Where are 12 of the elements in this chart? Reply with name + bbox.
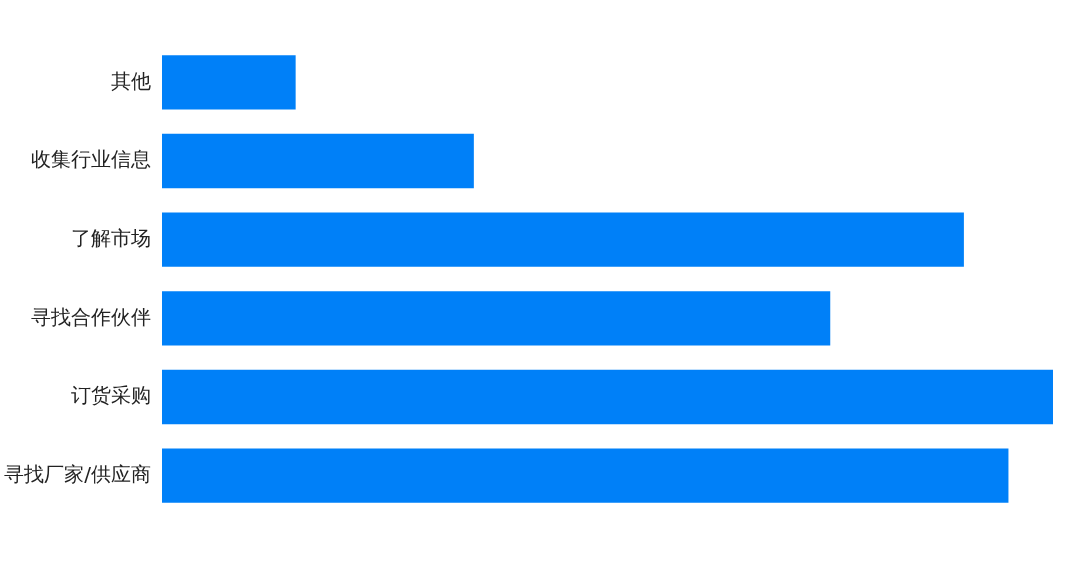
bar <box>162 212 964 267</box>
bar <box>162 291 831 346</box>
bar <box>162 448 1009 503</box>
y-tick-label: 寻找合作伙伴 <box>31 304 151 329</box>
bar <box>162 369 1053 425</box>
y-tick-label: 了解市场 <box>71 225 151 250</box>
y-tick-label: 收集行业信息 <box>31 147 151 172</box>
bar <box>162 133 474 189</box>
y-tick-label: 其他 <box>111 68 151 93</box>
y-tick-label: 寻找厂家/供应商 <box>4 461 151 486</box>
bar <box>162 55 296 110</box>
y-tick-label: 订货采购 <box>71 383 151 408</box>
